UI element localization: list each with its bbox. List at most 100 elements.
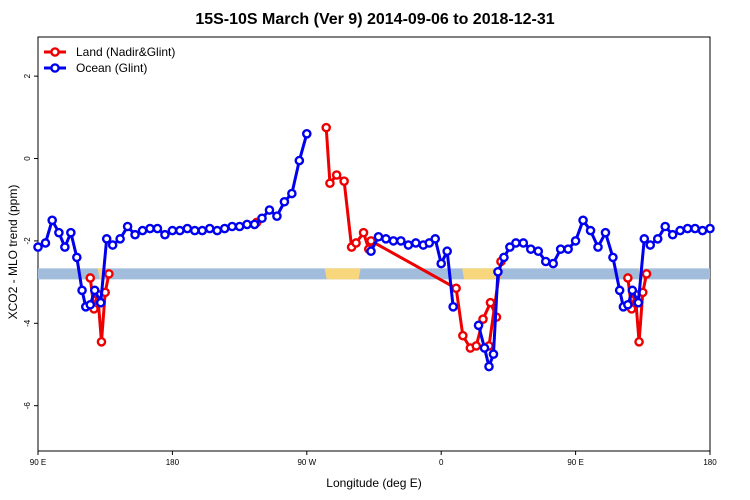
ocean-series-point (287, 188, 297, 199)
ocean-series-point (60, 242, 70, 252)
ocean-series-point (89, 285, 100, 296)
axis-layer: 90 E 180 90 W 0 90 E 180 2 0 -2 -4 -6 (23, 73, 717, 467)
ocean-series-point (77, 285, 87, 296)
ocean-series-point (279, 196, 290, 207)
ocean-series-point (705, 223, 715, 234)
x-tick-label: 180 (166, 458, 180, 467)
ocean-series-line (37, 133, 309, 309)
ocean-series-point (85, 299, 96, 310)
land-segment (462, 268, 503, 280)
ocean-series-point (388, 236, 399, 246)
ocean-series-point (301, 129, 312, 139)
land-series-point (641, 269, 652, 279)
land-series-point (623, 273, 633, 283)
ocean-series-point (540, 256, 551, 267)
ocean-series-point (137, 225, 148, 236)
land-series-point (85, 273, 96, 283)
land-series-point (321, 122, 332, 133)
ocean-series-point (697, 225, 708, 236)
ocean-series-point (593, 242, 603, 252)
x-tick-label: 90 E (30, 458, 46, 467)
ocean-series-point (54, 227, 64, 238)
ocean-series-point (563, 244, 573, 254)
land-series-point (366, 236, 376, 246)
series-layer (33, 122, 715, 372)
ocean-series-point (623, 299, 633, 310)
legend-label: Ocean (Glint) (76, 61, 147, 75)
ocean-series-point (212, 225, 222, 236)
ocean-series-point (264, 205, 275, 215)
ocean-series-point (667, 229, 678, 240)
ocean-series-point (442, 246, 452, 257)
y-tick-label: -6 (23, 402, 32, 410)
ocean-series-point (493, 267, 503, 277)
y-tick-label: -4 (23, 319, 32, 327)
x-tick-label: 0 (439, 458, 444, 467)
x-tick-label: 90 W (297, 458, 316, 467)
ocean-series-point (145, 223, 155, 234)
ocean-series-point (436, 258, 447, 269)
ocean-series-point (107, 240, 118, 250)
ocean-series-point (189, 225, 200, 236)
ocean-series-point (182, 223, 193, 234)
legend-marker (50, 47, 60, 57)
ocean-series-point (373, 231, 384, 242)
ocean-series-point (122, 221, 133, 232)
land-series-point (485, 297, 496, 308)
x-tick-label: 180 (703, 458, 717, 467)
land-series-point (104, 269, 114, 279)
land-ocean-band (38, 268, 710, 280)
ocean-band (38, 268, 710, 280)
x-axis-label: Longitude (deg E) (326, 476, 422, 490)
land-series-point (634, 337, 644, 347)
ocean-series-point (160, 229, 170, 240)
ocean-series-point (585, 225, 596, 236)
ocean-series-point (219, 223, 230, 234)
ocean-series-point (152, 223, 163, 234)
ocean-series-point (639, 234, 650, 244)
ocean-series-point (249, 219, 260, 230)
ocean-series-point (381, 234, 391, 244)
ocean-series-point (47, 215, 57, 226)
ocean-series-point (479, 343, 490, 353)
land-segment (324, 268, 361, 280)
ocean-series-point (533, 246, 544, 257)
ocean-series-point (499, 252, 509, 263)
land-series-point (471, 341, 482, 351)
ocean-series-point (484, 361, 494, 372)
ocean-series-point (197, 225, 208, 236)
land-series-point (331, 170, 342, 180)
land-series-point (451, 283, 461, 294)
ocean-series-point (115, 234, 125, 244)
ocean-series-point (411, 238, 421, 248)
y-tick-label: 2 (23, 73, 32, 78)
ocean-series-point (204, 223, 215, 234)
ocean-series-point (614, 285, 625, 296)
ocean-series-point (608, 252, 618, 263)
legend: Land (Nadir&Glint) Ocean (Glint) (44, 45, 175, 75)
ocean-series-point (95, 297, 106, 308)
ocean-series-point (167, 225, 178, 236)
legend-marker (50, 63, 60, 73)
land-series-point (478, 314, 488, 324)
ocean-series-point (675, 225, 685, 236)
ocean-series-point (33, 242, 43, 252)
ocean-series-point (403, 240, 414, 250)
ocean-series-point (682, 223, 693, 234)
ocean-series-point (234, 221, 245, 232)
ocean-series-point (645, 240, 656, 250)
ocean-series-point (660, 221, 671, 232)
ocean-series-point (511, 238, 521, 248)
land-series-point (339, 176, 349, 186)
ocean-series-point (40, 238, 51, 248)
ocean-series-point (518, 238, 529, 248)
ocean-series-point (130, 229, 140, 240)
ocean-series-point (294, 155, 305, 166)
ocean-series-point (227, 221, 237, 232)
chart-title: 15S-10S March (Ver 9) 2014-09-06 to 2018… (195, 11, 555, 28)
ocean-series-point (242, 219, 252, 230)
ocean-series-point (66, 227, 76, 238)
ocean-series-point (690, 223, 700, 234)
y-tick-label: -2 (23, 237, 32, 245)
